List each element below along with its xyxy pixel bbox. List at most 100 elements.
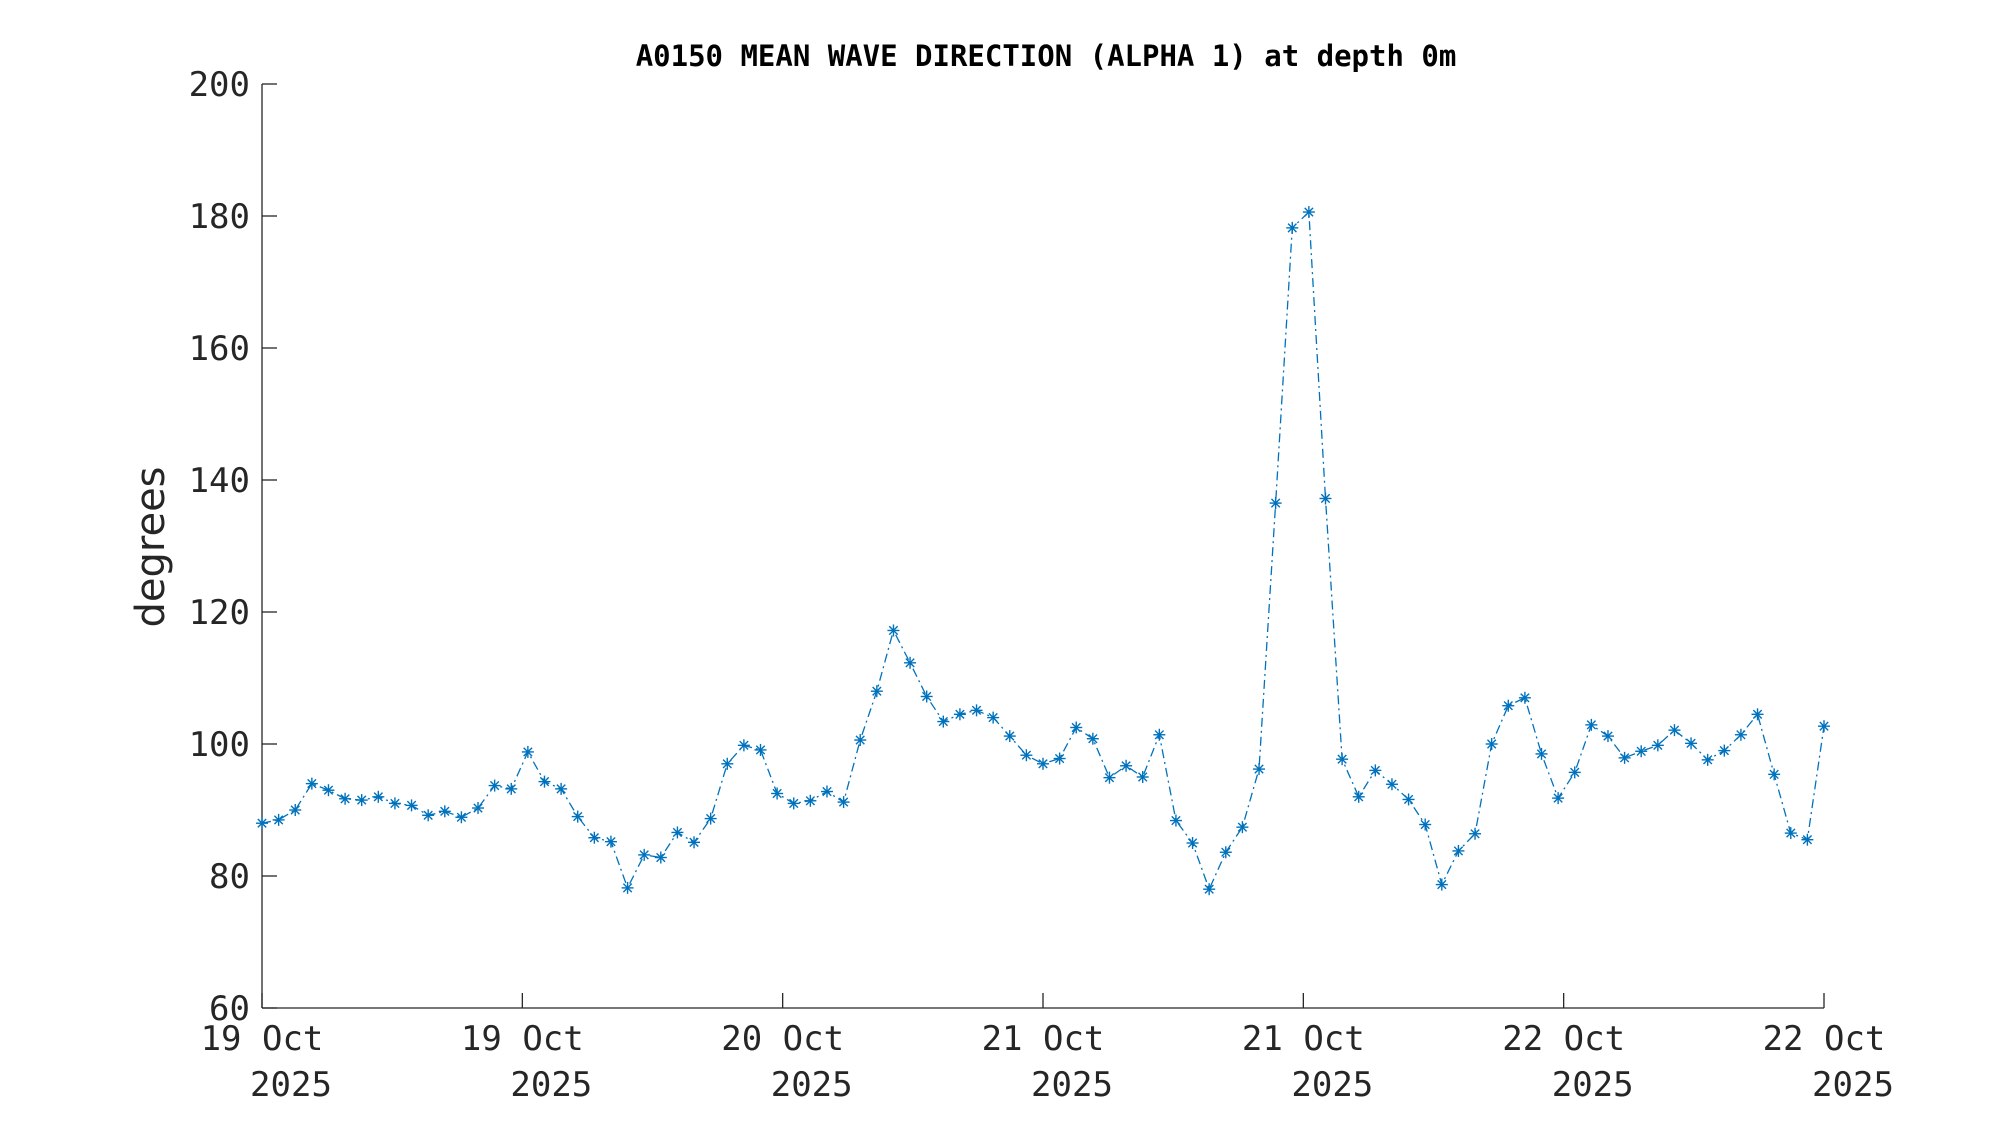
data-point: [987, 711, 1000, 724]
data-point: [438, 805, 451, 818]
data-point: [1535, 747, 1548, 760]
data-point: [355, 794, 368, 807]
data-point: [1120, 759, 1133, 772]
data-point: [654, 851, 667, 864]
y-tick-label: 120: [189, 593, 250, 633]
data-point: [1768, 768, 1781, 781]
data-point: [1269, 497, 1282, 510]
x-tick-label-day: 19 Oct: [461, 1019, 584, 1059]
data-point: [1485, 738, 1498, 750]
data-point: [1685, 737, 1698, 750]
data-point: [621, 881, 634, 894]
x-tick-label-day: 21 Oct: [1242, 1019, 1365, 1059]
data-point: [1452, 844, 1465, 857]
data-point: [1568, 766, 1581, 779]
data-point: [372, 790, 385, 803]
data-point: [488, 779, 501, 792]
data-point: [305, 777, 318, 790]
x-tick-label-year: 2025: [510, 1065, 592, 1105]
data-point: [1818, 720, 1830, 733]
x-axis-ticks: 19 Oct 2025 19 Oct 2025 20 Oct 2025 21 Oct 2025…: [201, 993, 1894, 1105]
y-tick-label: 180: [189, 197, 250, 237]
data-point: [405, 799, 418, 812]
data-point: [837, 796, 850, 809]
y-axis-label: degrees: [128, 466, 174, 627]
data-point: [1469, 827, 1482, 840]
data-point: [1037, 757, 1049, 770]
data-point: [721, 757, 734, 770]
data-point: [588, 831, 601, 844]
data-point: [1718, 744, 1731, 757]
x-tick-label-year: 2025: [771, 1065, 853, 1105]
data-point: [1103, 771, 1116, 784]
x-tick-label-year: 2025: [1812, 1065, 1894, 1105]
data-point: [505, 782, 518, 795]
data-point: [1701, 753, 1714, 766]
data-point: [1319, 492, 1332, 505]
data-point: [322, 784, 335, 797]
data-point: [1003, 730, 1016, 743]
data-point: [1153, 728, 1166, 741]
x-tick-label-day: 20 Oct: [721, 1019, 844, 1059]
x-tick-label-year: 2025: [1031, 1065, 1113, 1105]
data-point: [1086, 732, 1099, 745]
data-point: [1286, 221, 1299, 234]
data-series: [256, 206, 1830, 896]
data-point: [787, 797, 800, 810]
data-point: [1751, 708, 1764, 721]
data-point: [1734, 728, 1747, 741]
x-tick-label-day: 22 Oct: [1763, 1019, 1886, 1059]
data-point: [1651, 739, 1664, 752]
data-point: [1169, 814, 1182, 827]
axes: [261, 84, 1824, 1009]
data-point: [571, 810, 584, 823]
data-point: [904, 656, 917, 669]
data-point: [1385, 778, 1398, 791]
data-point: [820, 785, 833, 798]
data-point: [1302, 206, 1315, 219]
y-tick-label: 60: [209, 989, 250, 1029]
data-point: [472, 802, 485, 815]
series-line: [261, 210, 1825, 891]
data-point: [704, 812, 717, 825]
data-point: [671, 826, 684, 839]
y-tick-label: 80: [209, 857, 250, 897]
y-tick-label: 140: [189, 461, 250, 501]
data-point: [1784, 827, 1797, 840]
data-point: [538, 775, 551, 788]
data-point: [1635, 745, 1648, 758]
data-point: [1020, 749, 1033, 762]
data-point: [1601, 730, 1614, 743]
data-point: [1668, 724, 1681, 737]
data-point: [1203, 883, 1216, 896]
y-tick-label: 100: [189, 725, 250, 765]
data-point: [1518, 691, 1531, 704]
y-tick-label: 160: [189, 329, 250, 369]
data-point: [920, 690, 933, 703]
data-point: [1352, 790, 1365, 803]
data-point: [256, 817, 268, 830]
data-point: [887, 624, 900, 637]
data-point: [970, 704, 983, 717]
chart-title: A0150 MEAN WAVE DIRECTION (ALPHA 1) at d…: [636, 39, 1457, 73]
data-point: [1070, 721, 1083, 734]
data-point: [272, 813, 285, 826]
data-point: [854, 734, 867, 747]
data-point: [1369, 764, 1382, 777]
data-point: [1136, 771, 1149, 783]
x-tick-label-year: 2025: [1552, 1065, 1634, 1105]
data-point: [455, 811, 468, 824]
data-point: [1336, 753, 1349, 766]
data-point: [804, 794, 817, 807]
x-tick-label-day: 21 Oct: [982, 1019, 1105, 1059]
data-point: [521, 745, 534, 758]
data-point: [1053, 752, 1066, 765]
data-point: [289, 804, 302, 816]
data-point: [1219, 846, 1232, 859]
data-point: [388, 797, 401, 810]
data-point: [953, 708, 966, 721]
data-point: [870, 685, 883, 698]
data-point: [1618, 751, 1631, 764]
data-point: [688, 836, 701, 849]
